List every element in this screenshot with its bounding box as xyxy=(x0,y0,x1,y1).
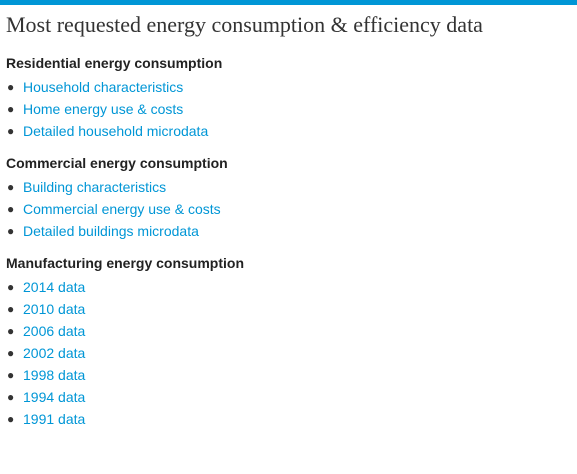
link-home-energy-use-costs[interactable]: Home energy use & costs xyxy=(23,101,184,117)
link-2010-data[interactable]: 2010 data xyxy=(23,301,86,317)
link-commercial-energy-use-costs[interactable]: Commercial energy use & costs xyxy=(23,201,221,217)
bullet-icon: ● xyxy=(7,202,15,216)
bullet-icon: ● xyxy=(7,180,15,194)
list-item: ● 1991 data xyxy=(6,408,566,430)
list-item: ● 2010 data xyxy=(6,298,566,320)
page-title: Most requested energy consumption & effi… xyxy=(6,12,483,37)
list-item: ● Home energy use & costs xyxy=(6,98,566,120)
bullet-icon: ● xyxy=(7,346,15,360)
list-item: ● Detailed buildings microdata xyxy=(6,220,566,242)
list-item: ● 2006 data xyxy=(6,320,566,342)
link-2006-data[interactable]: 2006 data xyxy=(23,323,86,339)
bullet-icon: ● xyxy=(7,412,15,426)
bullet-icon: ● xyxy=(7,80,15,94)
section-heading-manufacturing: Manufacturing energy consumption xyxy=(6,255,245,271)
link-2002-data[interactable]: 2002 data xyxy=(23,345,86,361)
energy-data-panel: Most requested energy consumption & effi… xyxy=(6,12,566,430)
list-item: ● 1994 data xyxy=(6,386,566,408)
list-item: ● Building characteristics xyxy=(6,176,566,198)
list-item: ● 2002 data xyxy=(6,342,566,364)
top-accent-bar xyxy=(0,0,577,5)
link-detailed-buildings-microdata[interactable]: Detailed buildings microdata xyxy=(23,223,199,239)
bullet-icon: ● xyxy=(7,280,15,294)
bullet-icon: ● xyxy=(7,324,15,338)
link-household-characteristics[interactable]: Household characteristics xyxy=(23,79,184,95)
link-detailed-household-microdata[interactable]: Detailed household microdata xyxy=(23,123,209,139)
section-heading-residential: Residential energy consumption xyxy=(6,55,223,71)
bullet-icon: ● xyxy=(7,224,15,238)
bullet-icon: ● xyxy=(7,368,15,382)
section-residential: Residential energy consumption ● Househol… xyxy=(6,54,566,142)
list-item: ● 2014 data xyxy=(6,276,566,298)
link-building-characteristics[interactable]: Building characteristics xyxy=(23,179,167,195)
section-heading-commercial: Commercial energy consumption xyxy=(6,155,228,171)
section-commercial: Commercial energy consumption ● Building … xyxy=(6,154,566,242)
list-item: ● Detailed household microdata xyxy=(6,120,566,142)
link-list-residential: ● Household characteristics ● Home energy … xyxy=(6,76,566,142)
list-item: ● Household characteristics xyxy=(6,76,566,98)
link-1994-data[interactable]: 1994 data xyxy=(23,389,86,405)
link-1991-data[interactable]: 1991 data xyxy=(23,411,86,427)
list-item: ● 1998 data xyxy=(6,364,566,386)
section-manufacturing: Manufacturing energy consumption ● 2014 d… xyxy=(6,254,566,430)
link-list-manufacturing: ● 2014 data ● 2010 data ● 2006 data ● 2002 d… xyxy=(6,276,566,430)
link-1998-data[interactable]: 1998 data xyxy=(23,367,86,383)
bullet-icon: ● xyxy=(7,390,15,404)
link-list-commercial: ● Building characteristics ● Commercial en… xyxy=(6,176,566,242)
bullet-icon: ● xyxy=(7,302,15,316)
bullet-icon: ● xyxy=(7,102,15,116)
link-2014-data[interactable]: 2014 data xyxy=(23,279,86,295)
bullet-icon: ● xyxy=(7,124,15,138)
list-item: ● Commercial energy use & costs xyxy=(6,198,566,220)
